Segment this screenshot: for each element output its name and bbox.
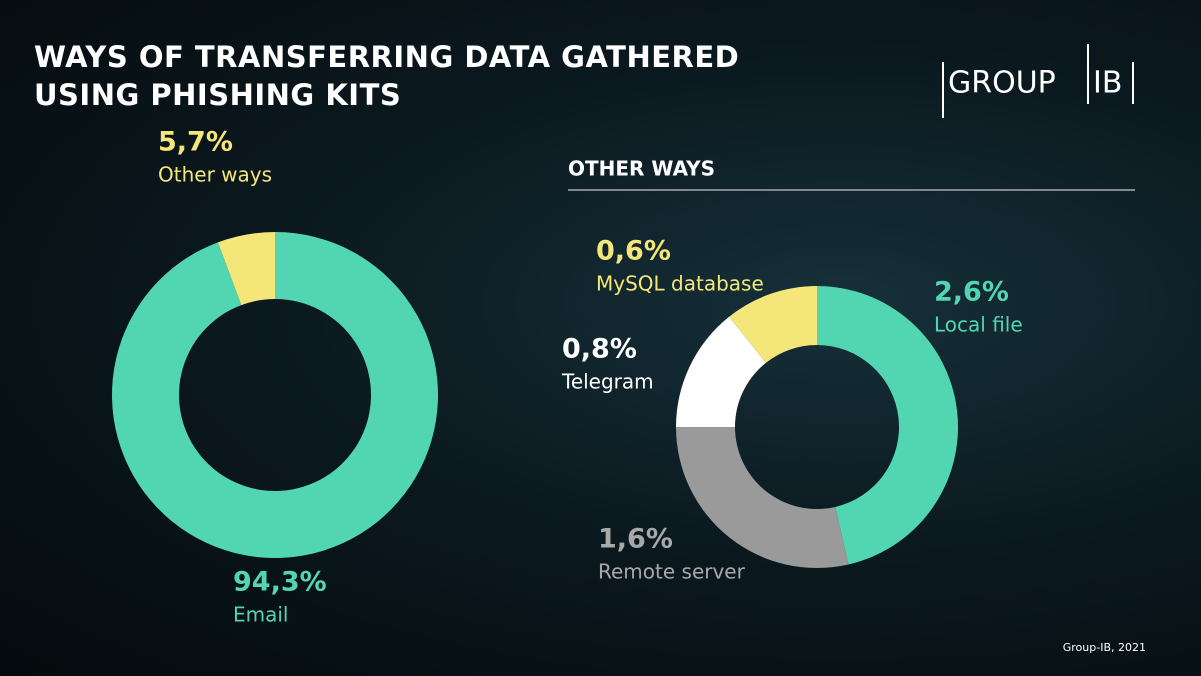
chart-title: OTHER WAYS xyxy=(568,157,715,181)
slice xyxy=(729,286,817,363)
value-label: 0,8% xyxy=(562,334,637,365)
legend-label: Remote server xyxy=(598,560,746,584)
legend-label: Local file xyxy=(934,313,1023,337)
value-label: 5,7% xyxy=(158,127,233,158)
page-title: WAYS OF TRANSFERRING DATA GATHERED USING… xyxy=(34,40,740,112)
slice xyxy=(217,232,275,306)
value-label: 0,6% xyxy=(596,236,671,267)
legend-label: Other ways xyxy=(158,163,272,187)
value-label: 94,3% xyxy=(233,567,327,598)
logo-text: GROUP xyxy=(948,66,1056,101)
value-label: 2,6% xyxy=(934,277,1009,308)
slice xyxy=(676,316,766,427)
slice xyxy=(111,232,438,558)
legend-label: Email xyxy=(233,603,289,627)
logo-text: IB xyxy=(1093,66,1122,101)
legend-label: MySQL database xyxy=(596,272,764,296)
slice xyxy=(676,427,849,569)
source: Group-IB, 2021 xyxy=(1063,641,1146,654)
slice xyxy=(817,286,959,565)
legend-label: Telegram xyxy=(561,370,654,394)
value-label: 1,6% xyxy=(598,524,673,555)
logo xyxy=(942,44,1134,118)
